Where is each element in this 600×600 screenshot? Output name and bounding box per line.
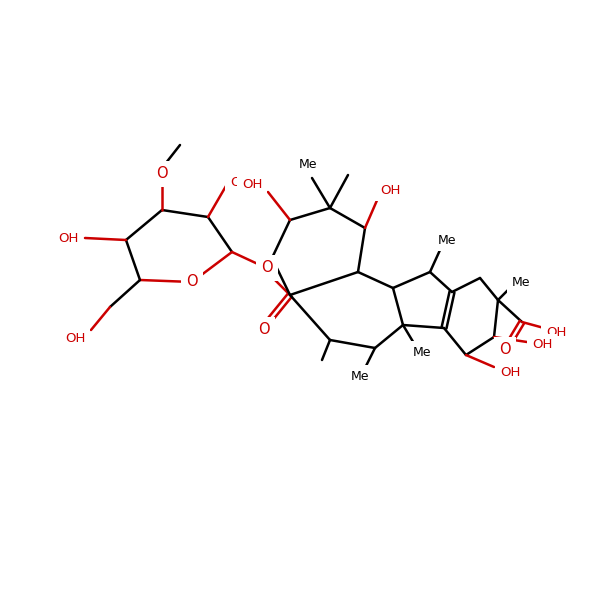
Text: O: O <box>156 166 168 181</box>
Text: OH: OH <box>65 331 85 344</box>
Text: O: O <box>261 260 273 275</box>
Text: O: O <box>258 323 270 337</box>
Text: OH: OH <box>380 184 400 196</box>
Text: O: O <box>186 275 198 289</box>
Text: OH: OH <box>58 232 78 245</box>
Text: OH: OH <box>532 338 552 352</box>
Text: Me: Me <box>413 346 431 358</box>
Text: OH: OH <box>230 175 250 188</box>
Text: Me: Me <box>299 158 317 172</box>
Text: OH: OH <box>546 325 566 338</box>
Text: OH: OH <box>242 179 262 191</box>
Text: O: O <box>499 343 511 358</box>
Text: Me: Me <box>438 233 456 247</box>
Text: Me: Me <box>351 370 369 383</box>
Text: Me: Me <box>512 275 530 289</box>
Text: OH: OH <box>500 365 520 379</box>
